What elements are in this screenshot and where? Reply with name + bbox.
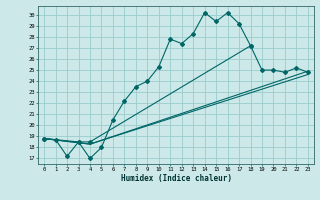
- X-axis label: Humidex (Indice chaleur): Humidex (Indice chaleur): [121, 174, 231, 183]
